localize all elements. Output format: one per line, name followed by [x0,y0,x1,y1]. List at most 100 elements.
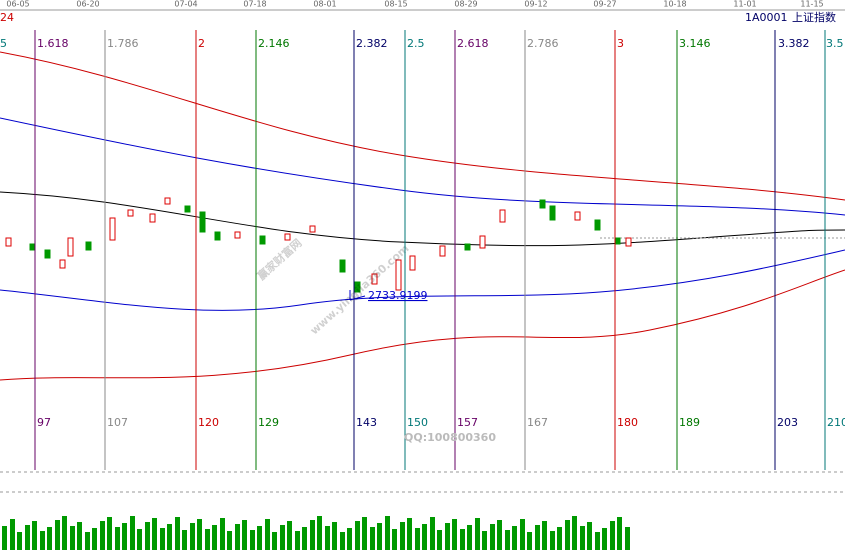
volume-bar [347,528,352,550]
day-count: 97 [37,416,51,429]
volume-bar [10,519,15,550]
date-label: 11-15 [800,0,823,9]
volume-bar [602,528,607,550]
fib-ratio: 3.5 [826,37,844,50]
volume-bar [452,519,457,550]
volume-bar [437,530,442,550]
day-count: 107 [107,416,128,429]
candle [29,243,36,251]
candle [614,237,621,245]
volume-bar [310,520,315,550]
volume-bar [400,522,405,550]
candles [5,197,632,293]
date-label: 07-18 [243,0,266,9]
volume-bar [490,524,495,550]
fib-ratio: 3.382 [778,37,810,50]
upper-band [0,51,845,201]
volume-bar [190,523,195,550]
fib-ratio: 5 [0,37,7,50]
volume-bar [92,528,97,550]
volume-bar [497,520,502,550]
volume-bar [235,524,240,550]
candle [164,197,171,205]
volume-bar [317,516,322,550]
volume-bar [625,527,630,550]
candle [149,213,156,223]
date-label: 08-01 [313,0,336,9]
volume-bar [572,516,577,550]
candle [44,249,51,259]
date-label: 10-18 [663,0,686,9]
volume-bar [107,517,112,550]
volume-bar [505,530,510,550]
fib-ratio: 3 [617,37,624,50]
price-pointer [349,290,366,301]
volume-bar [362,517,367,550]
volume-bar [355,521,360,550]
date-label: 11-01 [733,0,756,9]
volume-bar [557,527,562,550]
day-count: 143 [356,416,377,429]
volume-bar [272,532,277,550]
stock-code: 1A0001 [745,11,788,24]
volume-bar [377,523,382,550]
day-count: 180 [617,416,638,429]
fib-ratio: 2.382 [356,37,388,50]
volume-bars [2,516,630,550]
volume-bar [47,527,52,550]
price-label: 2733.9199 [368,289,428,302]
day-count: 203 [777,416,798,429]
volume-bar [220,518,225,550]
fib-ratio: 2.618 [457,37,489,50]
volume-bar [565,520,570,550]
volume-bar [482,531,487,550]
day-count: 120 [198,416,219,429]
fib-ratio: 3.146 [679,37,711,50]
middle-band [0,191,845,247]
volume-bar [415,528,420,550]
date-label: 09-12 [524,0,547,9]
candle [479,235,486,249]
day-count: 189 [679,416,700,429]
volume-bar [385,516,390,550]
candle [184,205,191,213]
volume-bar [617,517,622,550]
volume-bar [535,525,540,550]
volume-bar [595,532,600,550]
volume-bar [392,529,397,550]
volume-bar [580,526,585,550]
volume-bar [422,524,427,550]
candle [409,255,416,271]
candle [625,237,632,247]
candle [395,259,402,291]
candle [549,205,556,221]
volume-bar [550,531,555,550]
volume-bar [250,530,255,550]
volume-bar [197,519,202,550]
fib-ratio: 2 [198,37,205,50]
fib-ratio: 1.618 [37,37,69,50]
volume-bar [587,522,592,550]
volume-bar [62,516,67,550]
candle [284,233,291,241]
volume-bar [122,523,127,550]
volume-bar [512,526,517,550]
volume-bar [467,525,472,550]
date-label: 06-20 [76,0,99,9]
candle [5,237,12,247]
volume-bar [130,516,135,550]
date-label: 08-15 [384,0,407,9]
volume-bar [32,521,37,550]
day-count: 167 [527,416,548,429]
volume-bar [55,520,60,550]
stock-name: 上证指数 [792,10,836,24]
candle [339,259,346,273]
watermark: 赢家财富网 www.yingjia360.com [254,236,411,338]
volume-bar [527,532,532,550]
upper-mid-band [0,117,845,216]
volume-bar [85,532,90,550]
date-label: 09-27 [593,0,616,9]
fib-ratio: 2.786 [527,37,559,50]
volume-bar [25,525,30,550]
